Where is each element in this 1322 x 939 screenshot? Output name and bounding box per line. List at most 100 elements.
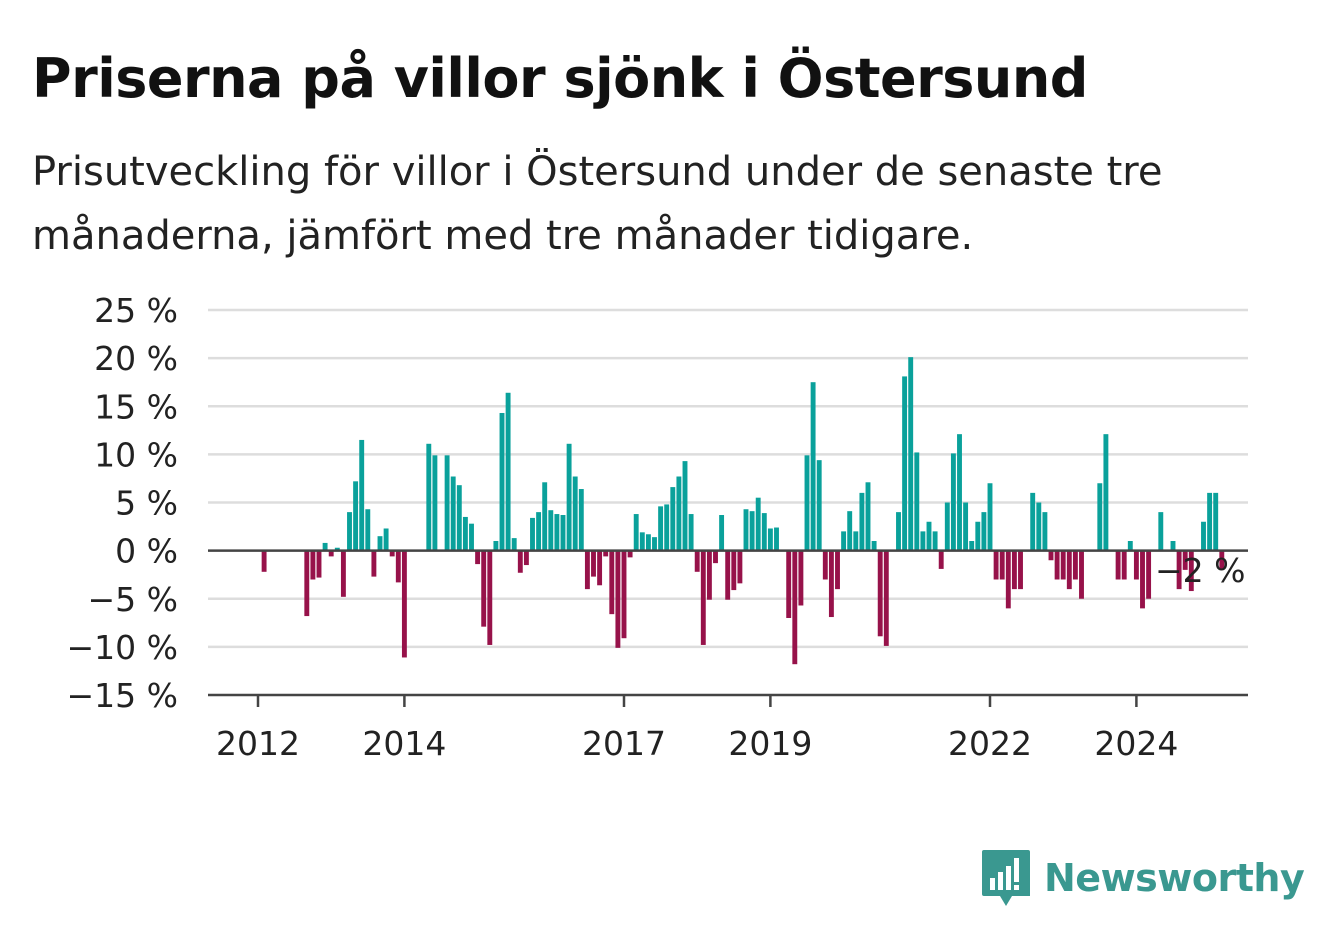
bar — [578, 489, 584, 551]
bar — [896, 512, 901, 551]
bar — [938, 550, 944, 569]
bar — [1170, 541, 1176, 551]
bar — [969, 541, 975, 551]
bar — [694, 550, 700, 572]
bar — [804, 455, 810, 551]
bar — [987, 483, 993, 551]
bar — [1176, 550, 1182, 590]
bar — [1097, 483, 1103, 551]
bar — [1146, 550, 1152, 599]
bar — [719, 515, 725, 551]
bar — [1103, 434, 1109, 551]
bar — [310, 550, 316, 580]
bar — [847, 511, 853, 551]
x-tick-label: 2012 — [216, 724, 300, 763]
y-tick-label: 10 % — [94, 435, 178, 474]
bar — [981, 512, 987, 551]
bar — [645, 534, 651, 551]
bar — [517, 550, 523, 573]
bar — [828, 550, 834, 618]
bar — [859, 492, 865, 551]
bar — [810, 382, 816, 551]
y-tick-label: 25 % — [94, 291, 178, 330]
bar — [688, 514, 694, 551]
bar — [737, 550, 743, 584]
bar — [767, 528, 773, 551]
bar — [426, 443, 432, 551]
bar — [334, 547, 340, 551]
bar — [725, 550, 731, 600]
bar — [883, 550, 889, 646]
bar — [481, 550, 487, 627]
bar — [261, 550, 267, 572]
bar — [523, 550, 529, 566]
bar — [1011, 550, 1017, 590]
bar — [706, 550, 712, 600]
bar — [975, 521, 981, 551]
bar — [749, 511, 755, 551]
bar — [993, 550, 999, 580]
bar — [713, 550, 718, 564]
bar — [1133, 550, 1139, 580]
bar — [932, 531, 938, 551]
bar — [639, 532, 645, 551]
bar — [389, 550, 395, 557]
chart-title: Priserna på villor sjönk i Östersund — [32, 47, 1088, 110]
bar — [322, 542, 328, 551]
chart-subtitle: Prisutveckling för villor i Östersund un… — [32, 149, 1163, 259]
bar — [359, 439, 365, 551]
bar — [1036, 502, 1042, 551]
brand-logo: Newsworthy — [980, 846, 1305, 910]
bar — [456, 485, 462, 551]
y-axis-ticks: 25 % 20 % 15 % 10 % 5 % 0 % −5 % −10 % −15 % — [67, 291, 179, 715]
bar — [761, 513, 767, 551]
bar — [755, 497, 761, 551]
bar — [1127, 541, 1133, 551]
bar — [1048, 550, 1054, 561]
x-tick-label: 2019 — [728, 724, 812, 763]
bar — [395, 550, 401, 583]
bar — [444, 455, 450, 551]
bar — [731, 550, 737, 591]
bar — [365, 509, 371, 551]
y-tick-label: 20 % — [94, 339, 178, 378]
bar — [554, 514, 560, 551]
bar — [462, 516, 468, 551]
bar — [944, 502, 950, 551]
x-tick-label: 2024 — [1094, 724, 1178, 763]
bar — [499, 412, 505, 551]
bar — [475, 550, 481, 565]
newsworthy-logo-icon — [982, 850, 1030, 906]
bar — [676, 476, 682, 551]
y-tick-label: 5 % — [115, 484, 178, 523]
last-value-label: −2 % — [1155, 551, 1246, 590]
bar — [493, 541, 499, 551]
bar — [920, 531, 926, 551]
bar — [383, 528, 389, 551]
bar — [371, 550, 377, 577]
bar — [1042, 512, 1048, 551]
bar — [798, 550, 804, 606]
x-axis-ticks: 2012 2014 2017 2019 2022 2024 — [216, 695, 1178, 763]
bar — [353, 481, 359, 551]
y-tick-label: 15 % — [94, 387, 178, 426]
bar — [548, 510, 554, 551]
bar — [1201, 521, 1206, 551]
bar — [774, 527, 779, 551]
bar — [316, 550, 322, 578]
bar — [786, 550, 792, 618]
y-tick-label: 0 % — [115, 532, 178, 571]
bar — [603, 550, 609, 557]
bar — [401, 550, 407, 658]
bar — [963, 502, 969, 551]
y-tick-label: −15 % — [67, 676, 179, 715]
bar — [700, 550, 706, 645]
bar — [347, 512, 352, 551]
x-tick-label: 2014 — [362, 724, 446, 763]
bar — [450, 476, 456, 551]
bar — [1140, 550, 1145, 609]
bar — [957, 434, 962, 551]
bar — [1054, 550, 1060, 580]
bar — [1182, 550, 1188, 570]
